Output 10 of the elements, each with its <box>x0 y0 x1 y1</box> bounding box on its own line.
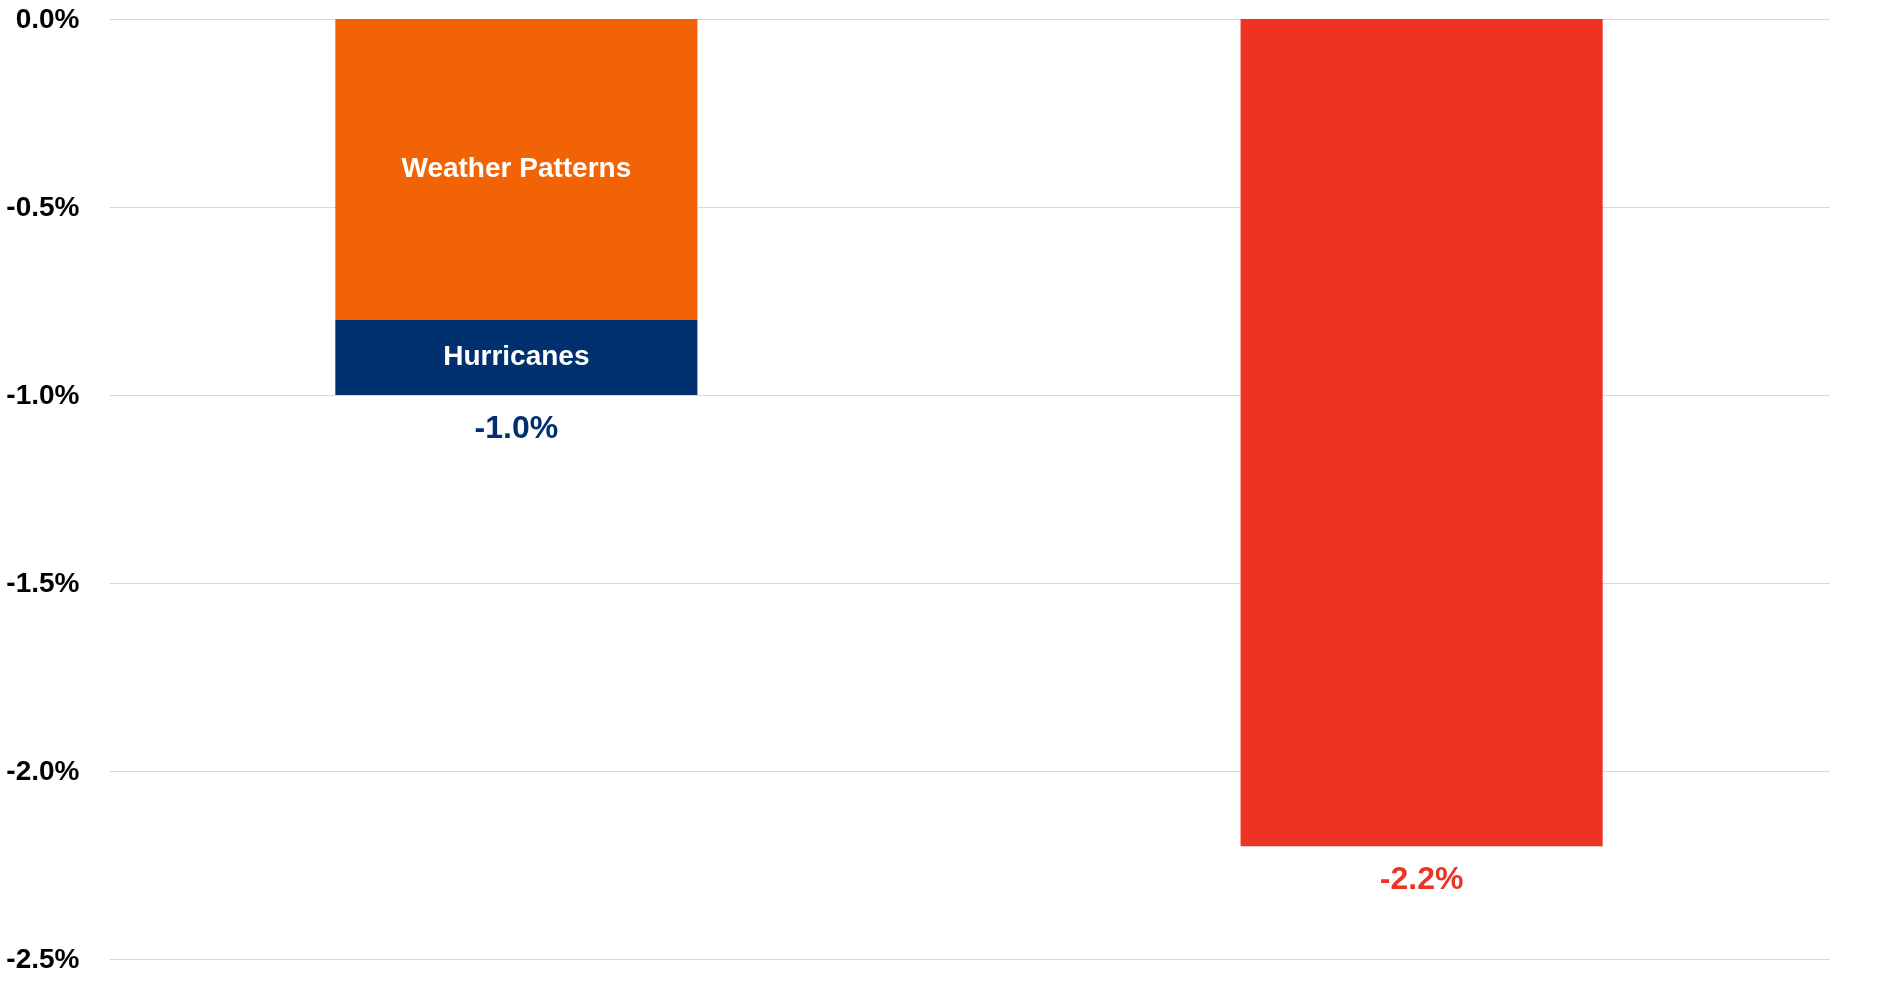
y-tick-label: -2.0% <box>6 754 80 786</box>
total-label: -1.0% <box>474 409 559 445</box>
y-tick-label: -2.5% <box>6 942 80 974</box>
y-tick-label: -1.5% <box>6 566 80 598</box>
series-label: Weather Patterns <box>401 152 632 184</box>
y-tick-label: 0.0% <box>15 2 80 34</box>
y-tick-label: -1.0% <box>6 378 80 410</box>
total-label: -2.2% <box>1379 860 1464 897</box>
y-tick-label: -0.5% <box>6 190 80 222</box>
series-label: Hurricanes <box>443 340 590 372</box>
